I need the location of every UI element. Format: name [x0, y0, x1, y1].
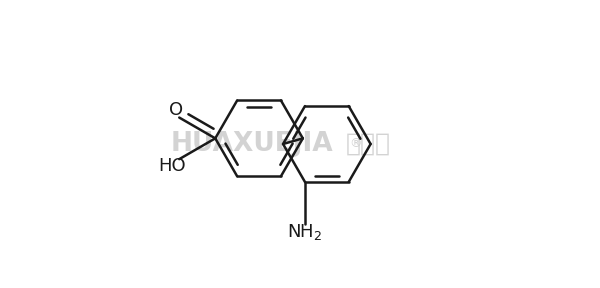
Text: ®: ® — [349, 137, 361, 151]
Text: HO: HO — [158, 157, 186, 175]
Text: O: O — [169, 101, 184, 120]
Text: HUAXUEJIA: HUAXUEJIA — [170, 131, 333, 157]
Text: 化学加: 化学加 — [345, 132, 390, 156]
Text: NH$_2$: NH$_2$ — [287, 222, 323, 242]
